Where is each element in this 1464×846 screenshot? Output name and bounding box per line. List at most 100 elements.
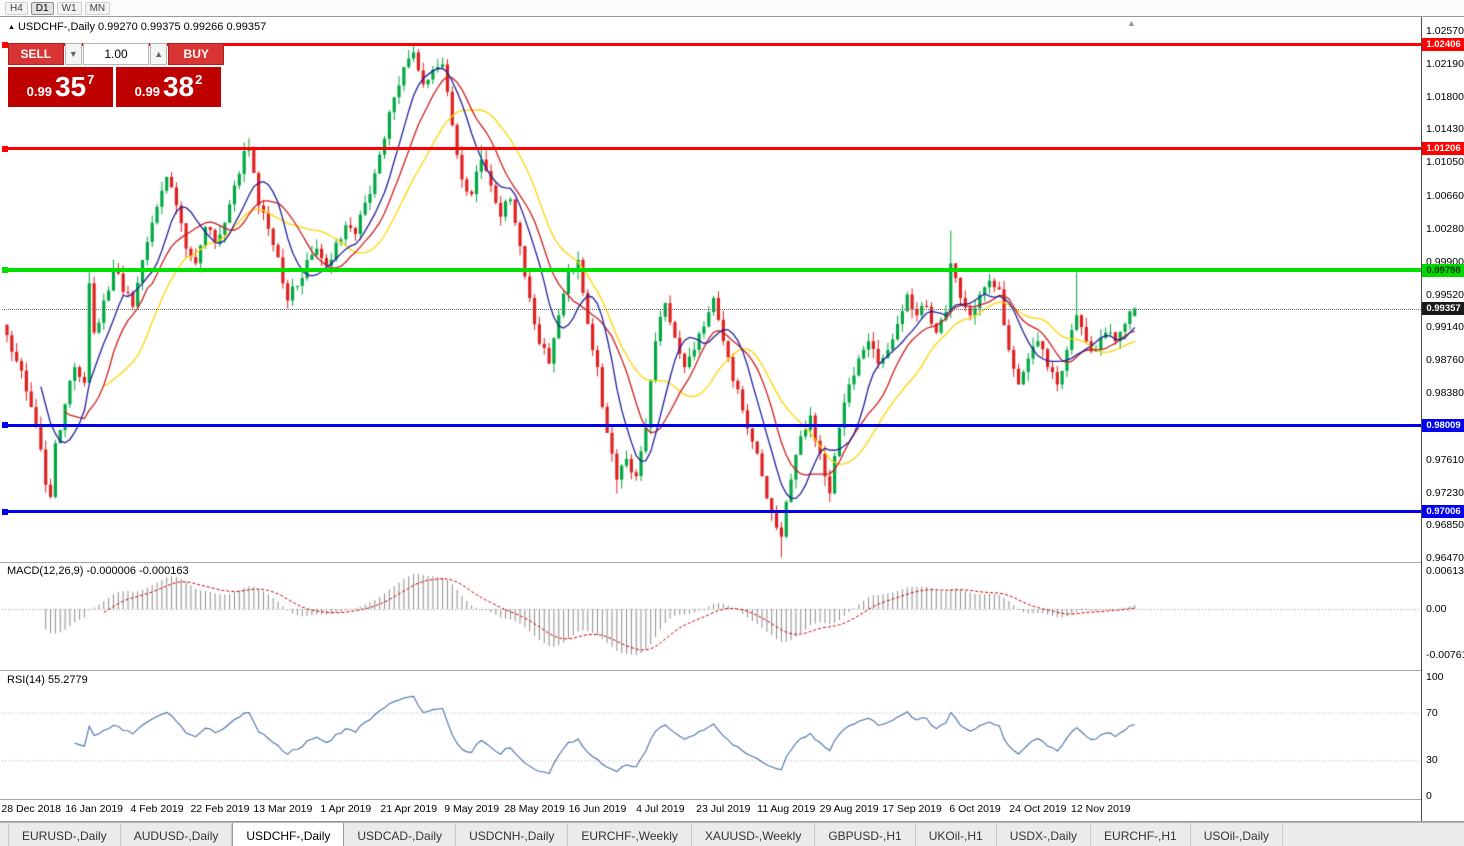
chart-tab-usdx-daily[interactable]: USDX-,Daily bbox=[997, 823, 1092, 846]
price-axis-label: 1.00660 bbox=[1426, 189, 1464, 202]
chart-window: ▲ USDCHF-,Daily 0.99270 0.99375 0.99266 0… bbox=[0, 17, 1464, 822]
buy-price-display[interactable]: 0.99 38 2 bbox=[116, 67, 221, 107]
trade-controls-row: SELL ▼ ▲ BUY bbox=[8, 43, 224, 65]
rsi-axis-label: 100 bbox=[1426, 671, 1444, 683]
date-axis-label: 17 Sep 2019 bbox=[882, 803, 942, 815]
support-resistance-line[interactable] bbox=[2, 510, 1421, 514]
price-tag: 0.99357 bbox=[1422, 302, 1464, 316]
date-axis-label: 16 Jan 2019 bbox=[65, 803, 124, 815]
price-tag: 1.02406 bbox=[1422, 38, 1464, 52]
price-axis-label: 0.97610 bbox=[1426, 453, 1464, 466]
chevron-down-icon: ▼ bbox=[68, 49, 78, 59]
panel-divider bbox=[0, 670, 1421, 671]
price-tag: 0.97006 bbox=[1422, 505, 1464, 519]
chart-tab-eurchf-weekly[interactable]: EURCHF-,Weekly bbox=[568, 823, 692, 846]
line-drag-handle[interactable] bbox=[2, 508, 8, 515]
volume-increase-button[interactable]: ▲ bbox=[150, 43, 168, 65]
date-axis: 28 Dec 2018 16 Jan 2019 4 Feb 2019 22 Feb 2… bbox=[0, 801, 1421, 819]
date-axis-label: 12 Nov 2019 bbox=[1071, 803, 1131, 815]
chart-tab-ukoil-h1[interactable]: UKOil-,H1 bbox=[916, 823, 997, 846]
current-price-line bbox=[2, 308, 1421, 310]
macd-axis-label: 0.00613 bbox=[1426, 565, 1464, 577]
volume-dropdown-button[interactable]: ▼ bbox=[64, 43, 82, 65]
timeframe-w1-button[interactable]: W1 bbox=[56, 1, 82, 15]
trade-prices-row: 0.99 35 7 0.99 38 2 bbox=[8, 67, 224, 107]
support-resistance-line[interactable] bbox=[2, 43, 1421, 47]
price-axis-label: 0.97230 bbox=[1426, 486, 1464, 499]
macd-indicator-label: MACD(12,26,9) -0.000006 -0.000163 bbox=[7, 565, 189, 577]
price-axis-label: 1.01050 bbox=[1426, 156, 1464, 169]
date-axis-label: 9 May 2019 bbox=[444, 803, 500, 815]
sell-price-display[interactable]: 0.99 35 7 bbox=[8, 67, 113, 107]
date-axis-label: 4 Jul 2019 bbox=[636, 803, 685, 815]
sell-button[interactable]: SELL bbox=[8, 43, 64, 65]
chart-tab-usdchf-daily[interactable]: USDCHF-,Daily bbox=[232, 823, 345, 846]
chevron-up-icon: ▲ bbox=[154, 49, 164, 59]
macd-axis-label: 0.00 bbox=[1426, 603, 1447, 615]
support-resistance-line[interactable] bbox=[2, 268, 1421, 273]
rsi-indicator-label: RSI(14) 55.2779 bbox=[7, 674, 88, 686]
chart-title: ▲ USDCHF-,Daily 0.99270 0.99375 0.99266 0… bbox=[8, 21, 266, 33]
support-resistance-line[interactable] bbox=[2, 147, 1421, 151]
date-axis-label: 22 Feb 2019 bbox=[190, 803, 250, 815]
date-axis-label: 28 Dec 2018 bbox=[1, 803, 61, 815]
date-axis-label: 23 Jul 2019 bbox=[696, 803, 751, 815]
price-axis-label: 1.01430 bbox=[1426, 123, 1464, 136]
price-tag: 0.98009 bbox=[1422, 418, 1464, 432]
line-drag-handle[interactable] bbox=[2, 145, 8, 152]
price-axis-label: 1.00280 bbox=[1426, 222, 1464, 235]
line-drag-handle[interactable] bbox=[2, 267, 8, 274]
price-tag: 1.01206 bbox=[1422, 142, 1464, 156]
price-axis: 1.02570 1.02190 1.01800 1.01430 1.01050 1.006… bbox=[1421, 17, 1464, 821]
buy-price-prefix: 0.99 bbox=[134, 83, 160, 99]
timeframe-h4-button[interactable]: H4 bbox=[5, 1, 28, 15]
price-axis-label: 1.02190 bbox=[1426, 57, 1464, 70]
chart-shift-marker-icon: ▲ bbox=[1127, 18, 1136, 28]
volume-input[interactable] bbox=[83, 43, 149, 65]
chart-tabs-bar: EURUSD-,Daily AUDUSD-,Daily USDCHF-,Daily U… bbox=[0, 822, 1464, 846]
timeframe-mn-button[interactable]: MN bbox=[84, 1, 111, 15]
price-axis-label: 0.99520 bbox=[1426, 288, 1464, 301]
price-axis-label: 1.01800 bbox=[1426, 91, 1464, 104]
sell-price-prefix: 0.99 bbox=[26, 83, 52, 99]
sell-price-pip: 7 bbox=[87, 71, 95, 87]
buy-button[interactable]: BUY bbox=[168, 43, 224, 65]
date-axis-label: 24 Oct 2019 bbox=[1009, 803, 1067, 815]
price-axis-label: 0.99140 bbox=[1426, 321, 1464, 334]
one-click-trade-widget: SELL ▼ ▲ BUY 0.99 35 7 0.99 38 2 bbox=[8, 43, 224, 107]
chart-tab-audusd-daily[interactable]: AUDUSD-,Daily bbox=[121, 823, 233, 846]
price-axis-label: 0.98760 bbox=[1426, 354, 1464, 367]
macd-axis-label: -0.00761 bbox=[1426, 649, 1464, 661]
timeframe-toolbar: H4 D1 W1 MN bbox=[0, 0, 1464, 17]
line-drag-handle[interactable] bbox=[2, 422, 8, 429]
chart-title-text: USDCHF-,Daily 0.99270 0.99375 0.99266 0.… bbox=[17, 21, 267, 33]
panel-divider bbox=[0, 562, 1421, 563]
chart-tab-usdcad-daily[interactable]: USDCAD-,Daily bbox=[344, 823, 457, 846]
chart-tab-eurchf-h1[interactable]: EURCHF-,H1 bbox=[1091, 823, 1191, 846]
price-tag: 0.99798 bbox=[1422, 263, 1464, 277]
date-axis-label: 11 Aug 2019 bbox=[757, 803, 816, 815]
buy-price-main: 38 bbox=[162, 71, 195, 102]
price-axis-label: 0.98380 bbox=[1426, 387, 1464, 400]
sell-price-main: 35 bbox=[54, 71, 87, 102]
date-axis-label: 6 Oct 2019 bbox=[949, 803, 1001, 815]
chart-tab-usdcnh-daily[interactable]: USDCNH-,Daily bbox=[456, 823, 569, 846]
chart-tab-xauusd-weekly[interactable]: XAUUSD-,Weekly bbox=[692, 823, 816, 846]
timeframe-d1-button[interactable]: D1 bbox=[30, 1, 54, 15]
date-axis-label: 29 Aug 2019 bbox=[819, 803, 879, 815]
chart-tab-eurusd-daily[interactable]: EURUSD-,Daily bbox=[8, 823, 121, 846]
chart-tab-gbpusd-h1[interactable]: GBPUSD-,H1 bbox=[815, 823, 916, 846]
line-drag-handle[interactable] bbox=[2, 41, 8, 48]
rsi-axis-label: 30 bbox=[1426, 754, 1438, 767]
date-axis-label: 1 Apr 2019 bbox=[320, 803, 372, 815]
support-resistance-line[interactable] bbox=[2, 423, 1421, 427]
panel-divider bbox=[0, 799, 1421, 800]
rsi-axis-label: 0 bbox=[1426, 790, 1432, 802]
date-axis-label: 21 Apr 2019 bbox=[380, 803, 438, 815]
price-axis-label: 0.96850 bbox=[1426, 519, 1464, 532]
price-axis-label: 1.02570 bbox=[1426, 24, 1464, 37]
date-axis-label: 16 Jun 2019 bbox=[568, 803, 627, 815]
chart-tab-usoil-daily[interactable]: USOil-,Daily bbox=[1191, 823, 1284, 846]
symbol-triangle-icon: ▲ bbox=[8, 24, 15, 31]
price-chart-canvas[interactable] bbox=[0, 17, 1421, 821]
